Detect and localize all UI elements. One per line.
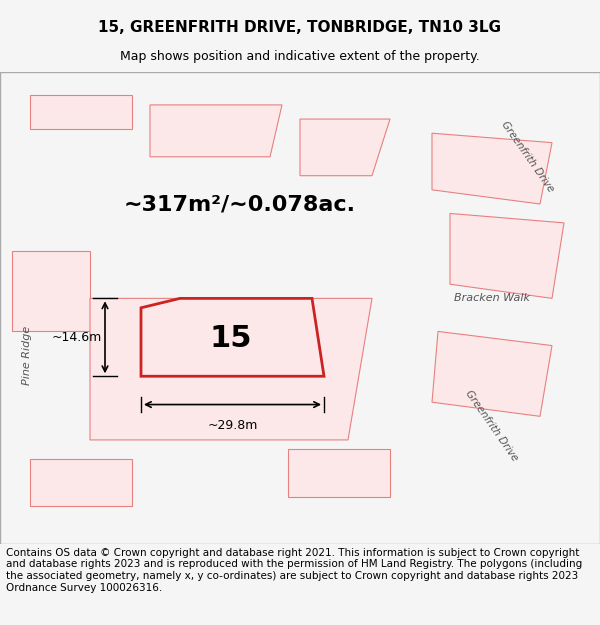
Polygon shape (12, 251, 90, 331)
Polygon shape (300, 119, 390, 176)
Polygon shape (450, 213, 564, 298)
Polygon shape (90, 298, 372, 440)
Text: Map shows position and indicative extent of the property.: Map shows position and indicative extent… (120, 50, 480, 63)
Text: 15, GREENFRITH DRIVE, TONBRIDGE, TN10 3LG: 15, GREENFRITH DRIVE, TONBRIDGE, TN10 3L… (98, 20, 502, 35)
Text: Pine Ridge: Pine Ridge (22, 326, 32, 384)
Text: Contains OS data © Crown copyright and database right 2021. This information is : Contains OS data © Crown copyright and d… (6, 548, 582, 592)
Polygon shape (30, 96, 132, 129)
Polygon shape (288, 449, 390, 496)
Polygon shape (30, 459, 132, 506)
Text: 15: 15 (210, 324, 252, 353)
Text: ~29.8m: ~29.8m (208, 419, 257, 432)
Text: Greenfrith Drive: Greenfrith Drive (464, 389, 520, 463)
Text: ~14.6m: ~14.6m (52, 331, 102, 344)
Polygon shape (150, 105, 282, 157)
Polygon shape (432, 331, 552, 416)
Polygon shape (432, 133, 552, 204)
Text: ~317m²/~0.078ac.: ~317m²/~0.078ac. (124, 194, 356, 214)
Text: Bracken Walk: Bracken Walk (454, 293, 530, 303)
Text: Greenfrith Drive: Greenfrith Drive (500, 119, 556, 194)
Polygon shape (141, 298, 324, 376)
